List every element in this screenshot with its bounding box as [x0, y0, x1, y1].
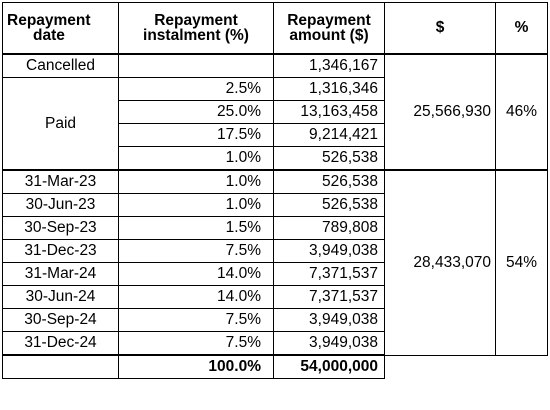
header-instalment-line2: instalment (%) [143, 27, 249, 44]
scheduled-instalment: 1.0% [118, 169, 274, 194]
table-row: 31-Mar-23 1.0% 526,538 28,433,070 54% [2, 169, 548, 356]
header-date-line2: date [33, 27, 65, 44]
table-row: 31-Dec-23 7.5% 3,949,038 [2, 239, 548, 263]
table-row: 30-Jun-23 1.0% 526,538 [2, 193, 548, 217]
table-row: 31-Dec-24 7.5% 3,949,038 [2, 331, 548, 356]
table-row: Paid 2.5% 1,316,346 [2, 77, 548, 171]
header-repayment-amount: Repayment amount ($) [273, 2, 385, 55]
table-row: 30-Sep-24 7.5% 3,949,038 [2, 308, 548, 332]
paid-instalment: 2.5% [118, 77, 274, 101]
paid-instalment: 1.0% [118, 146, 274, 171]
scheduled-subtotal-dollar: 28,433,070 [384, 169, 496, 356]
paid-amount: 526,538 [273, 146, 385, 171]
table-row: 30-Jun-24 14.0% 7,371,537 [2, 285, 548, 309]
scheduled-amount: 526,538 [273, 193, 385, 217]
header-amount-line2: amount ($) [289, 27, 369, 44]
table-row: 30-Sep-23 1.5% 789,808 [2, 216, 548, 240]
scheduled-instalment: 1.0% [118, 193, 274, 217]
header-row: Repayment date Repayment instalment (%) … [2, 2, 548, 55]
total-empty-percent [496, 355, 548, 379]
table-row: 17.5% 9,214,421 [3, 123, 548, 147]
total-row: 100.0% 54,000,000 [2, 354, 548, 379]
table-row: 1.0% 526,538 [3, 146, 548, 171]
scheduled-instalment: 14.0% [118, 262, 274, 286]
header-percent: % [495, 2, 548, 55]
paid-instalment: 17.5% [118, 123, 274, 147]
paid-label: Paid [2, 77, 119, 171]
cancelled-instalment [118, 53, 274, 78]
table-row: 31-Mar-24 14.0% 7,371,537 [2, 262, 548, 286]
paid-instalment: 25.0% [118, 100, 274, 124]
repayment-schedule-table: Repayment date Repayment instalment (%) … [2, 2, 548, 379]
paid-amount: 9,214,421 [273, 123, 385, 147]
scheduled-amount: 789,808 [273, 216, 385, 240]
paid-amount: 13,163,458 [273, 100, 385, 124]
scheduled-instalment: 7.5% [118, 239, 274, 263]
scheduled-amount: 7,371,537 [273, 262, 385, 286]
scheduled-amount: 3,949,038 [273, 308, 385, 332]
header-repayment-instalment: Repayment instalment (%) [118, 2, 274, 55]
scheduled-instalment: 1.5% [118, 216, 274, 240]
scheduled-date: 31-Mar-24 [2, 262, 119, 286]
header-date-line1: Repayment [7, 11, 91, 29]
scheduled-date: 31-Mar-23 [2, 169, 119, 194]
scheduled-amount: 526,538 [273, 169, 385, 194]
scheduled-date: 30-Sep-24 [2, 308, 119, 332]
total-amount: 54,000,000 [273, 354, 385, 379]
scheduled-instalment: 7.5% [118, 308, 274, 332]
scheduled-instalment: 7.5% [118, 331, 274, 356]
table-row: Cancelled 1,346,167 25,566,930 46% [2, 53, 548, 171]
scheduled-amount: 3,949,038 [273, 239, 385, 263]
header-instalment-line1: Repayment [154, 11, 238, 29]
scheduled-date: 30-Jun-24 [2, 285, 119, 309]
cancelled-label: Cancelled [2, 53, 119, 78]
paid-subtotal-percent: 46% [495, 53, 548, 171]
scheduled-amount: 7,371,537 [273, 285, 385, 309]
table-row: 25.0% 13,163,458 [3, 100, 548, 124]
total-instalment: 100.0% [118, 354, 274, 379]
total-empty-date [2, 354, 119, 379]
scheduled-date: 30-Sep-23 [2, 216, 119, 240]
scheduled-date: 30-Jun-23 [2, 193, 119, 217]
scheduled-date: 31-Dec-24 [2, 331, 119, 356]
paid-amount: 1,316,346 [273, 77, 385, 101]
scheduled-subtotal-percent: 54% [495, 169, 548, 356]
scheduled-date: 31-Dec-23 [2, 239, 119, 263]
paid-subtotal-dollar: 25,566,930 [384, 53, 496, 171]
header-dollar: $ [384, 2, 496, 55]
header-amount-line1: Repayment [287, 11, 371, 29]
repayment-table-container: Repayment date Repayment instalment (%) … [2, 2, 548, 379]
scheduled-amount: 3,949,038 [273, 331, 385, 356]
cancelled-amount: 1,346,167 [273, 53, 385, 78]
total-empty-dollar [385, 355, 496, 379]
scheduled-instalment: 14.0% [118, 285, 274, 309]
header-repayment-date: Repayment date [2, 2, 119, 55]
